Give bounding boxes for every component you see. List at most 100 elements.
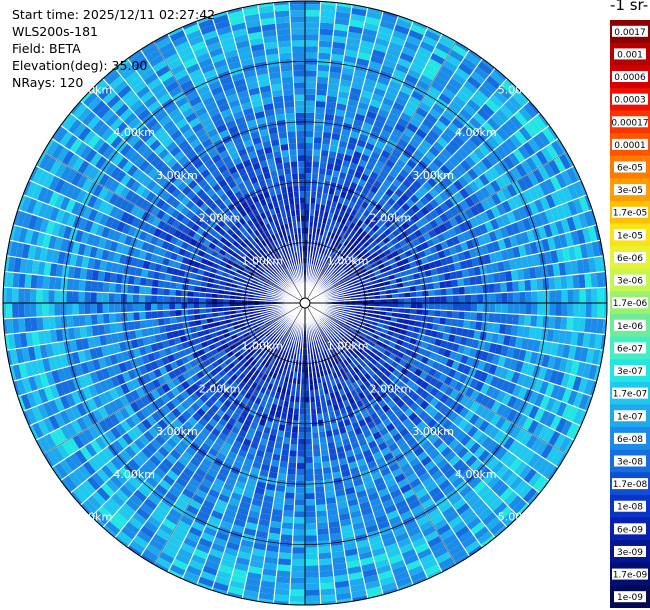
beta-cell: [340, 284, 348, 289]
beta-cell: [570, 331, 579, 346]
beta-cell: [362, 167, 373, 177]
beta-cell: [413, 164, 425, 176]
beta-cell: [502, 155, 516, 170]
beta-cell: [516, 89, 530, 103]
beta-cell: [440, 33, 456, 45]
beta-cell: [388, 80, 403, 91]
beta-cell: [572, 181, 585, 199]
beta-cell: [416, 79, 431, 92]
beta-cell: [522, 449, 536, 465]
beta-cell: [500, 249, 509, 261]
beta-cell: [434, 303, 441, 311]
beta-cell: [397, 138, 409, 149]
beta-cell: [358, 133, 369, 143]
beta-cell: [331, 261, 338, 268]
beta-cell: [591, 348, 601, 366]
beta-cell: [163, 288, 170, 296]
beta-cell: [355, 242, 363, 250]
beta-cell: [356, 262, 364, 269]
beta-cell: [335, 314, 342, 319]
beta-cell: [398, 307, 405, 314]
beta-cell: [427, 229, 437, 239]
beta-cell: [320, 4, 337, 12]
beta-cell: [500, 379, 511, 393]
beta-cell: [435, 426, 447, 438]
beta-cell: [330, 322, 337, 328]
beta-cell: [510, 166, 523, 181]
beta-cell: [452, 179, 464, 192]
beta-cell: [330, 175, 339, 184]
beta-cell: [349, 130, 361, 140]
beta-cell: [355, 219, 364, 228]
beta-cell: [544, 341, 553, 356]
beta-cell: [522, 174, 534, 190]
beta-cell: [374, 295, 381, 300]
beta-cell: [318, 167, 327, 175]
beta-cell: [322, 277, 328, 283]
beta-cell: [368, 303, 375, 307]
beta-cell: [501, 392, 512, 406]
beta-cell: [344, 249, 352, 256]
beta-cell: [330, 253, 337, 260]
beta-cell: [480, 103, 496, 118]
beta-cell: [72, 303, 79, 316]
beta-cell: [305, 221, 310, 228]
beta-cell: [423, 349, 432, 359]
beta-cell: [299, 408, 305, 415]
beta-cell: [429, 208, 440, 220]
beta-cell: [321, 461, 331, 469]
beta-cell: [566, 422, 579, 439]
beta-cell: [360, 368, 368, 376]
beta-cell: [509, 115, 524, 131]
beta-cell: [331, 321, 338, 327]
beta-cell: [453, 335, 462, 345]
beta-cell: [549, 175, 562, 192]
beta-cell: [344, 277, 351, 283]
beta-cell: [434, 400, 445, 412]
beta-cell: [462, 103, 477, 117]
beta-cell: [314, 474, 324, 481]
beta-cell: [439, 164, 451, 176]
beta-cell: [387, 365, 396, 374]
beta-cell: [422, 262, 431, 271]
beta-cell: [364, 142, 376, 152]
beta-cell: [588, 332, 597, 349]
beta-cell: [532, 475, 547, 492]
beta-cell: [377, 240, 386, 248]
beta-cell: [434, 259, 443, 268]
beta-cell: [288, 450, 298, 457]
beta-cell: [428, 187, 439, 199]
beta-cell: [66, 303, 73, 316]
beta-cell: [391, 30, 408, 41]
beta-cell: [440, 148, 453, 160]
beta-cell: [442, 59, 458, 73]
beta-cell: [305, 456, 314, 464]
beta-cell: [433, 281, 441, 290]
beta-cell: [360, 90, 374, 100]
beta-cell: [484, 493, 500, 508]
beta-cell: [305, 148, 314, 156]
beta-cell: [386, 47, 402, 58]
beta-cell: [583, 378, 594, 396]
beta-cell: [396, 57, 412, 69]
beta-cell: [305, 155, 313, 162]
beta-cell: [549, 303, 556, 317]
beta-cell: [326, 282, 332, 288]
beta-cell: [476, 293, 484, 303]
beta-cell: [567, 303, 574, 318]
beta-cell: [462, 345, 472, 357]
beta-cell: [529, 241, 539, 255]
beta-cell: [329, 276, 336, 283]
beta-cell: [508, 258, 517, 271]
beta-cell: [342, 352, 349, 360]
beta-cell: [351, 216, 360, 225]
beta-cell: [407, 274, 415, 282]
beta-cell: [523, 122, 538, 138]
beta-cell: [305, 112, 315, 120]
beta-cell: [443, 159, 456, 172]
beta-cell: [293, 511, 305, 518]
beta-cell: [334, 158, 344, 166]
beta-cell: [329, 259, 336, 267]
beta-cell: [505, 369, 515, 383]
beta-cell: [281, 522, 294, 530]
